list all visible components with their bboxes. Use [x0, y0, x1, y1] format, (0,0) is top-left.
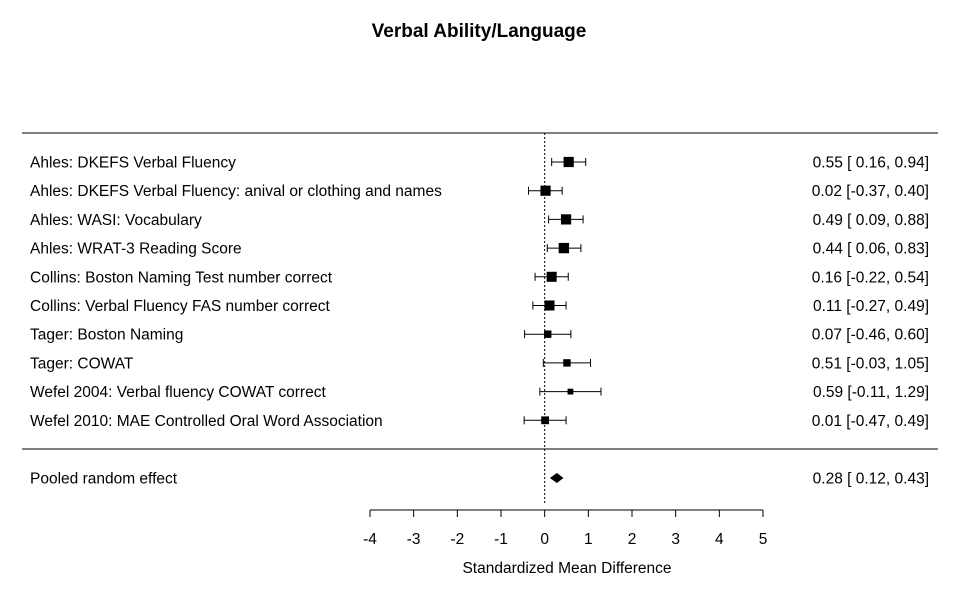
x-tick-label: 1 — [584, 531, 593, 548]
study-row: Tager: COWAT 0.51 [-0.03, 1.05] — [30, 355, 929, 372]
x-tick-label: 5 — [759, 531, 768, 548]
study-ci-text: 0.44 [ 0.06, 0.83] — [813, 241, 929, 258]
point-estimate-square — [563, 359, 571, 367]
point-estimate-square — [541, 416, 550, 425]
study-row: Ahles: DKEFS Verbal Fluency 0.55 [ 0.16, … — [30, 155, 929, 172]
study-ci-text: 0.07 [-0.46, 0.60] — [812, 327, 929, 344]
pooled-label: Pooled random effect — [30, 471, 178, 488]
point-estimate-square — [563, 156, 574, 168]
study-label: Ahles: DKEFS Verbal Fluency: anival or c… — [30, 183, 442, 200]
x-tick-label: -2 — [450, 531, 464, 548]
point-estimate-square — [558, 242, 570, 254]
study-ci-text: 0.55 [ 0.16, 0.94] — [813, 155, 929, 172]
study-ci-text: 0.02 [-0.37, 0.40] — [812, 183, 929, 200]
study-row: Ahles: WRAT-3 Reading Score 0.44 [ 0.06, … — [30, 241, 929, 258]
study-ci-text: 0.01 [-0.47, 0.49] — [812, 413, 929, 430]
x-tick-label: 3 — [671, 531, 680, 548]
study-row: Wefel 2010: MAE Controlled Oral Word Ass… — [30, 413, 929, 430]
study-ci-text: 0.51 [-0.03, 1.05] — [812, 355, 929, 372]
x-tick-label: 0 — [540, 531, 549, 548]
study-row: Ahles: DKEFS Verbal Fluency: anival or c… — [30, 183, 929, 200]
x-tick-label: 4 — [715, 531, 724, 548]
study-row: Wefel 2004: Verbal fluency COWAT correct… — [30, 384, 929, 401]
x-tick-label: -4 — [363, 531, 377, 548]
point-estimate-square — [540, 185, 551, 196]
study-row: Collins: Boston Naming Test number corre… — [30, 269, 929, 286]
point-estimate-square — [544, 330, 552, 338]
study-label: Wefel 2010: MAE Controlled Oral Word Ass… — [30, 413, 383, 430]
study-label: Tager: COWAT — [30, 355, 134, 372]
study-label: Tager: Boston Naming — [30, 327, 183, 344]
pooled-effect-diamond — [549, 473, 564, 483]
chart-title: Verbal Ability/Language — [372, 21, 587, 42]
study-label: Ahles: WASI: Vocabulary — [30, 212, 202, 229]
study-label: Ahles: DKEFS Verbal Fluency — [30, 155, 236, 172]
x-tick-label: 2 — [628, 531, 637, 548]
point-estimate-square — [560, 214, 572, 225]
study-row: Collins: Verbal Fluency FAS number corre… — [30, 298, 929, 315]
study-row: Tager: Boston Naming 0.07 [-0.46, 0.60] — [30, 327, 929, 344]
study-ci-text: 0.16 [-0.22, 0.54] — [812, 269, 929, 286]
x-tick-label: -1 — [494, 531, 508, 548]
study-ci-text: 0.59 [-0.11, 1.29] — [813, 384, 929, 401]
study-ci-text: 0.49 [ 0.09, 0.88] — [813, 212, 929, 229]
study-row: Ahles: WASI: Vocabulary 0.49 [ 0.09, 0.88… — [30, 212, 929, 229]
study-label: Collins: Verbal Fluency FAS number corre… — [30, 298, 330, 315]
point-estimate-square — [544, 300, 555, 311]
study-label: Ahles: WRAT-3 Reading Score — [30, 241, 242, 258]
point-estimate-square — [567, 388, 574, 395]
pooled-ci-text: 0.28 [ 0.12, 0.43] — [813, 471, 929, 488]
point-estimate-square — [546, 271, 557, 282]
study-label: Wefel 2004: Verbal fluency COWAT correct — [30, 384, 326, 401]
x-tick-label: -3 — [407, 531, 421, 548]
study-ci-text: 0.11 [-0.27, 0.49] — [813, 298, 929, 315]
x-axis-label: Standardized Mean Difference — [462, 560, 671, 577]
study-label: Collins: Boston Naming Test number corre… — [30, 269, 333, 286]
